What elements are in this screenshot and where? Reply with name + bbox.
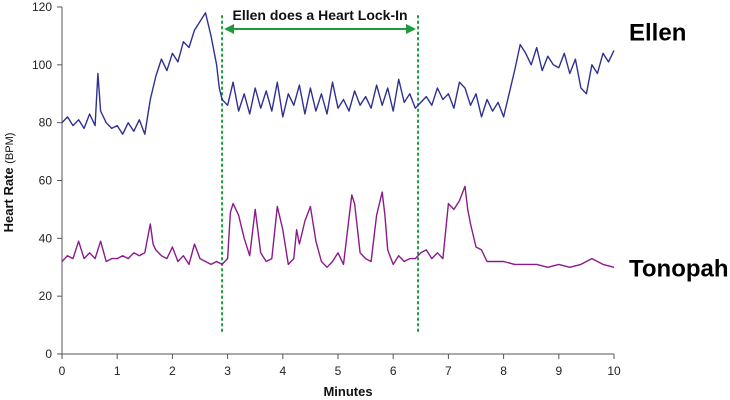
x-tick-label: 7 [445,364,452,378]
y-tick-label: 60 [39,174,53,188]
x-tick-label: 0 [59,364,66,378]
x-tick-label: 4 [279,364,286,378]
x-tick-label: 2 [169,364,176,378]
series-label-tonopah: Tonopah [629,255,729,282]
x-tick-label: 8 [500,364,507,378]
y-tick-label: 80 [39,116,53,130]
y-tick-label: 20 [39,289,53,303]
annotation-text: Ellen does a Heart Lock-In [233,7,408,23]
lock-in-markers [221,15,420,336]
y-axis-title-main: Heart Rate [1,167,16,232]
series-line-tonopah [61,185,615,268]
series-label-ellen: Ellen [629,19,686,46]
x-tick-label: 3 [224,364,231,378]
x-axis: 0 1 2 3 4 5 6 7 8 9 10 [59,353,621,378]
x-tick-label: 5 [335,364,342,378]
x-tick-label: 1 [114,364,121,378]
y-axis-title: Heart Rate (BPM) [1,133,16,233]
lock-in-arrow-left-head [224,24,235,34]
x-tick-label: 9 [555,364,562,378]
lock-in-arrow-right-head [406,24,417,34]
y-axis: 0 20 40 60 80 100 120 [32,0,63,361]
y-tick-label: 40 [39,231,53,245]
x-tick-label: 10 [607,364,621,378]
y-tick-label: 120 [32,0,52,14]
x-tick-label: 6 [390,364,397,378]
y-tick-label: 100 [32,58,52,72]
y-tick-label: 0 [45,347,52,361]
series-line-ellen [61,12,615,135]
y-axis-title-unit: (BPM) [4,133,16,164]
x-axis-title: Minutes [323,384,372,399]
series-lines [61,12,615,268]
